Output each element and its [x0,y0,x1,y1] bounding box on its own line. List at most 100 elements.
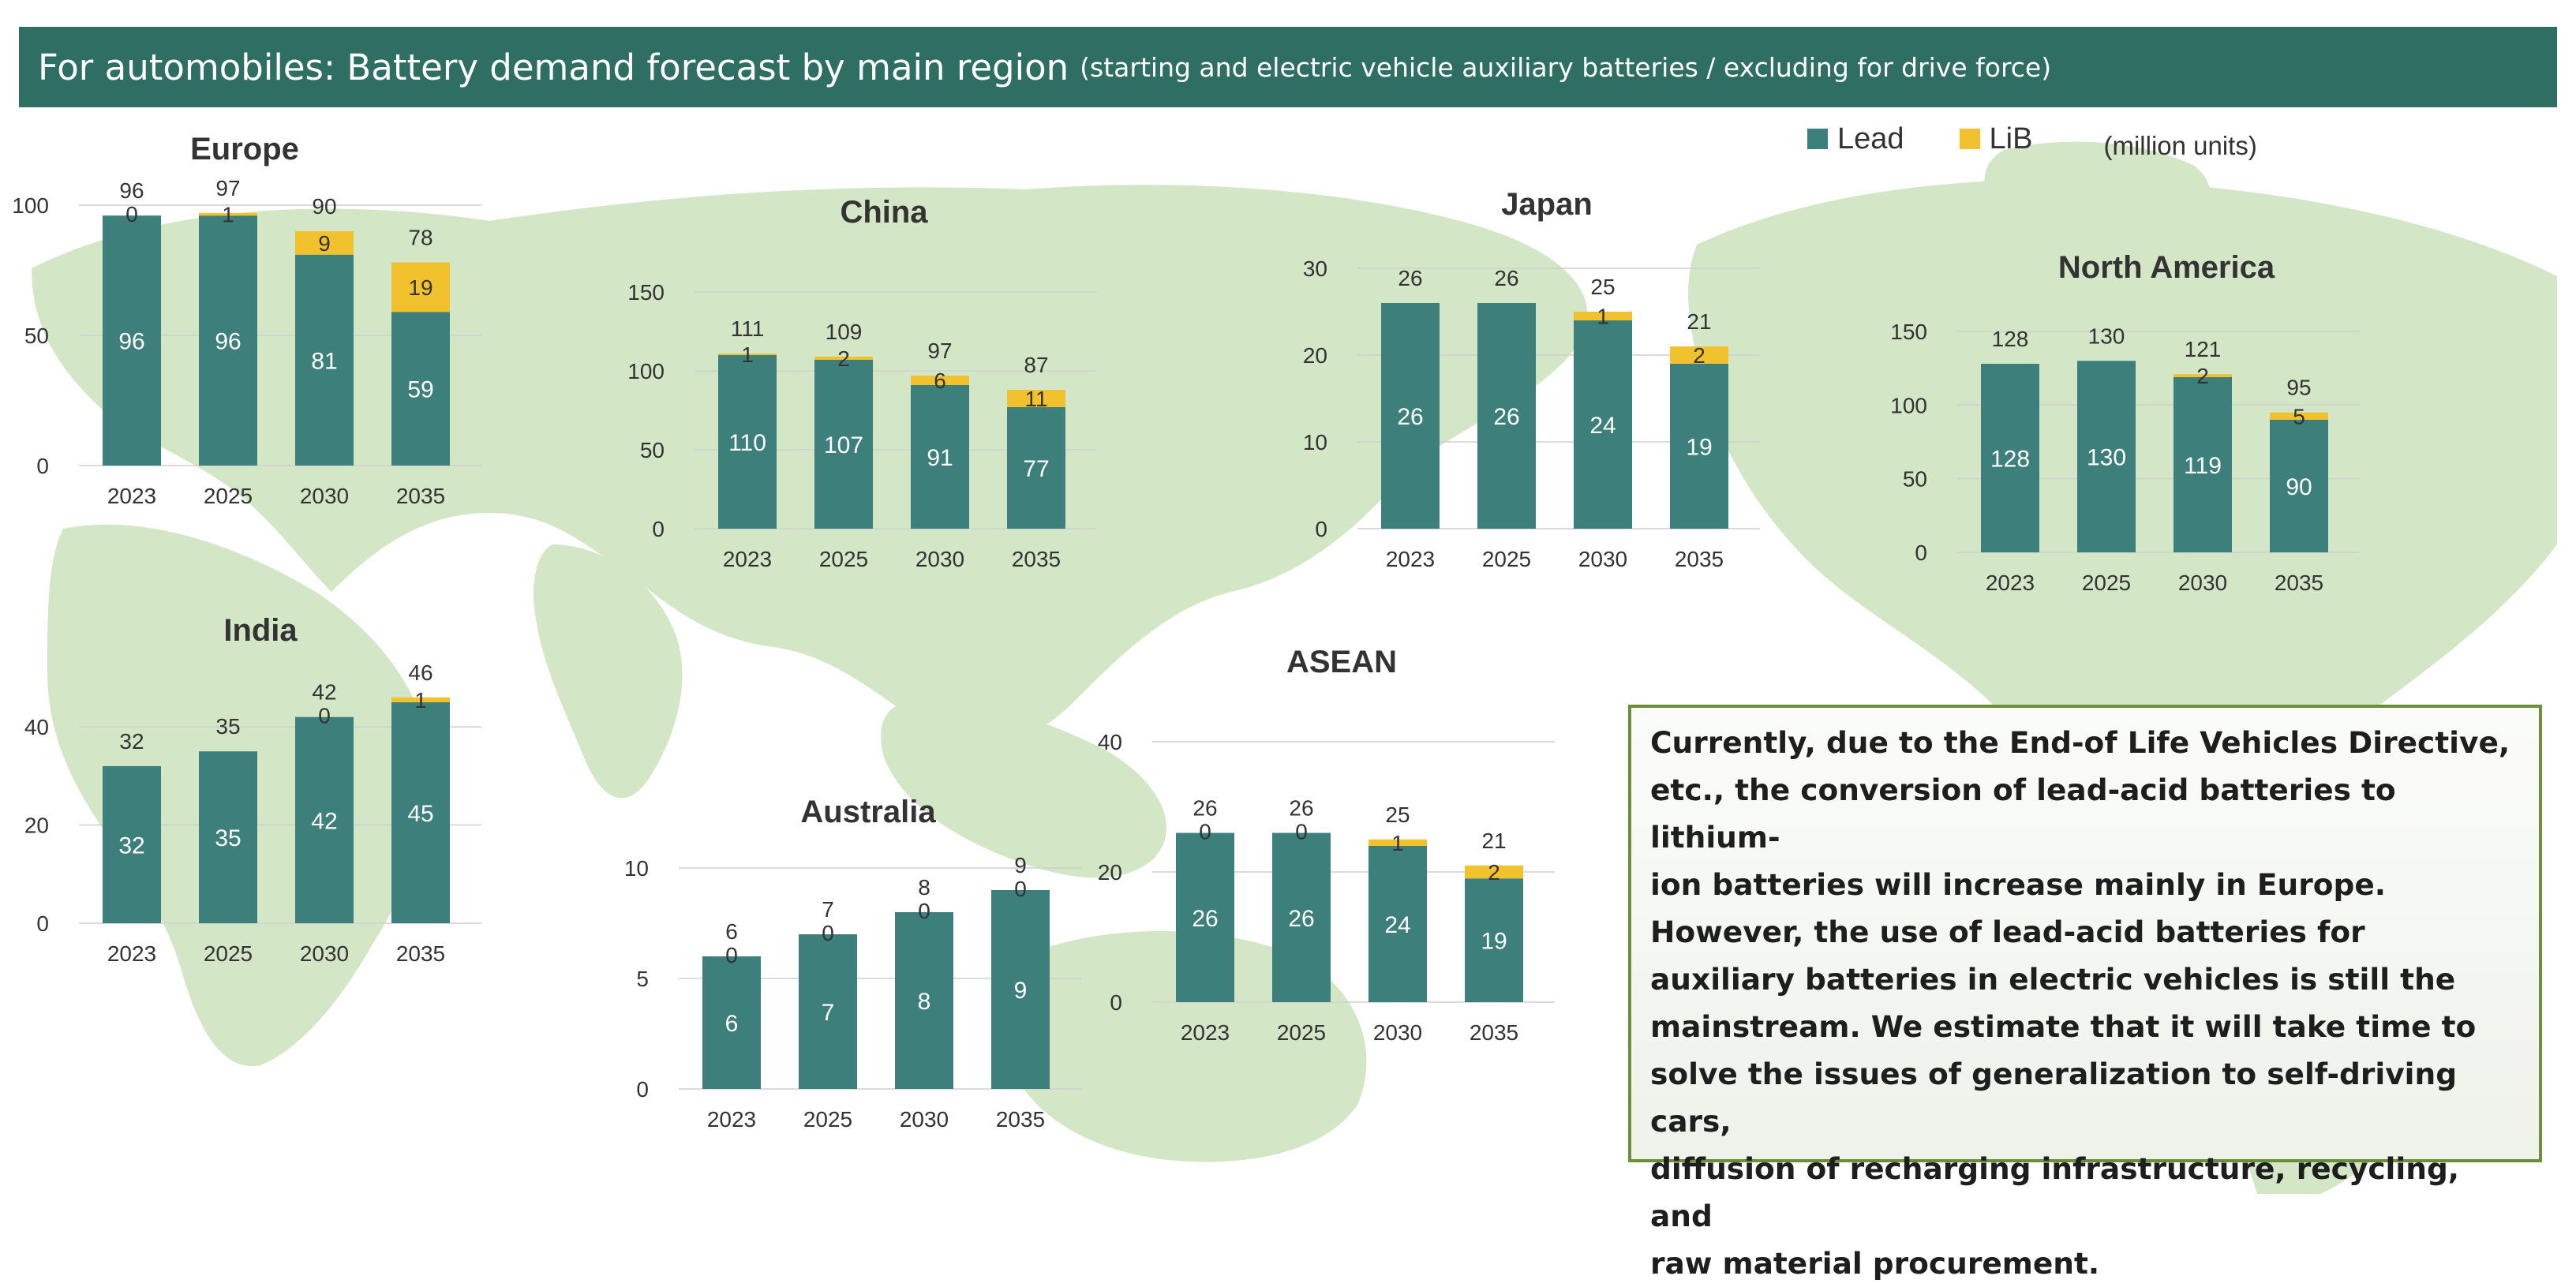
bar-lead [895,912,953,1089]
bar-lead [391,702,450,923]
data-label-lib: 2 [1693,343,1705,368]
chart-japan: Japan01020302626202326262025241252030192… [1303,187,1760,571]
x-tick-label: 2025 [204,941,253,966]
data-label-lib: 0 [918,899,930,923]
data-label-lib: 11 [1024,387,1047,411]
chart-australia: Australia0510606202370720258082030909203… [624,795,1081,1132]
data-label-total: 26 [1398,266,1422,290]
y-tick-label: 100 [12,193,49,218]
data-label-total: 26 [1289,796,1313,821]
y-tick-label: 100 [1890,393,1927,417]
chart-title: ASEAN [1286,645,1397,679]
data-label-lead: 107 [824,432,863,458]
y-tick-label: 20 [24,814,49,838]
data-label-lib: 19 [408,275,432,300]
data-label-lib: 5 [2293,404,2305,428]
data-label-lib: 1 [1597,305,1609,329]
legend: Lead LiB (million units) [1807,117,2257,161]
y-tick-label: 40 [1098,730,1122,754]
data-label-lib: 1 [222,203,234,227]
x-tick-label: 2035 [1675,547,1724,571]
bar-lib [391,262,450,312]
data-label-total: 42 [312,680,336,705]
bar-lead [1981,364,2039,552]
x-tick-label: 2035 [1470,1020,1518,1045]
map-southeast-asia [881,701,1166,878]
y-tick-label: 30 [1303,256,1327,281]
x-tick-label: 2030 [915,547,964,571]
chart-title: India [223,613,298,648]
data-label-total: 8 [918,875,930,900]
data-label-lead: 19 [1686,435,1712,461]
data-label-lead: 7 [822,1000,835,1026]
data-label-lead: 8 [918,989,931,1015]
data-label-lib: 9 [318,231,331,256]
data-label-lead: 128 [1990,447,2030,473]
bar-lead [702,956,761,1089]
x-tick-label: 2025 [819,547,868,571]
data-label-lib: 6 [934,369,946,393]
y-tick-label: 50 [24,324,49,348]
x-tick-label: 2023 [107,941,156,966]
x-tick-label: 2025 [2082,571,2131,595]
data-label-lib: 1 [741,342,754,367]
page-subtitle: (starting and electric vehicle auxiliary… [1080,51,2052,83]
data-label-lead: 96 [118,329,144,355]
bar-lead [911,385,969,529]
data-label-lead: 77 [1023,456,1049,482]
data-label-total: 90 [312,194,336,219]
data-label-lead: 35 [215,825,241,851]
map-india [534,544,683,799]
data-label-total: 32 [119,729,144,754]
data-label-lead: 24 [1589,413,1616,439]
data-label-total: 111 [731,316,765,341]
y-tick-label: 150 [1890,320,1927,344]
data-label-lib: 1 [414,688,427,713]
note-box: Currently, due to the End-of Life Vehicl… [1628,705,2542,1281]
data-label-total: 87 [1024,353,1048,377]
data-label-total: 6 [725,919,738,944]
bar-lib [2174,374,2232,377]
data-label-total: 95 [2286,376,2311,400]
data-label-lib: 0 [125,202,138,226]
bar-lead [295,254,354,466]
x-tick-label: 2030 [300,941,349,966]
y-tick-label: 40 [24,715,49,739]
x-tick-label: 2023 [707,1107,756,1132]
y-tick-label: 0 [652,517,665,541]
data-label-total: 97 [215,176,240,200]
bar-lead [103,215,161,466]
chart-title: North America [2058,250,2275,285]
legend-item-lib: LiB [1959,122,2032,156]
bar-lib [718,354,777,355]
data-label-total: 25 [1590,275,1615,299]
map-greenland [1984,141,2211,253]
x-tick-label: 2025 [1482,547,1531,571]
bar-lead [991,890,1050,1089]
x-tick-label: 2023 [1386,547,1435,571]
bar-lead [1477,303,1536,529]
y-tick-label: 20 [1303,343,1327,368]
bar-lead [295,716,354,923]
title-bar: For automobiles: Battery demand forecast… [19,27,2557,107]
data-label-lead: 19 [1481,929,1507,955]
data-label-total: 97 [927,339,952,363]
data-label-total: 96 [119,178,144,203]
data-label-lead: 59 [407,377,433,403]
chart-europe: Europe0501009609620239619720258199020305… [12,132,481,508]
chart-title: China [840,195,928,230]
x-tick-label: 2035 [396,484,445,508]
bar-lead [799,934,857,1089]
bar-lead [103,765,161,923]
data-label-total: 109 [826,320,863,344]
y-tick-label: 0 [636,1077,649,1102]
y-tick-label: 10 [624,856,649,881]
chart-title: Australia [800,795,936,829]
data-label-lead: 6 [725,1011,739,1037]
y-tick-label: 20 [1098,860,1122,885]
data-label-lead: 81 [311,348,337,374]
data-label-total: 21 [1481,829,1506,853]
chart-north-america: North America 0 50 100 150 128 128 2023 130 130 20… [1890,250,2360,595]
x-tick-label: 2023 [723,547,772,571]
bar-lead [391,312,450,466]
